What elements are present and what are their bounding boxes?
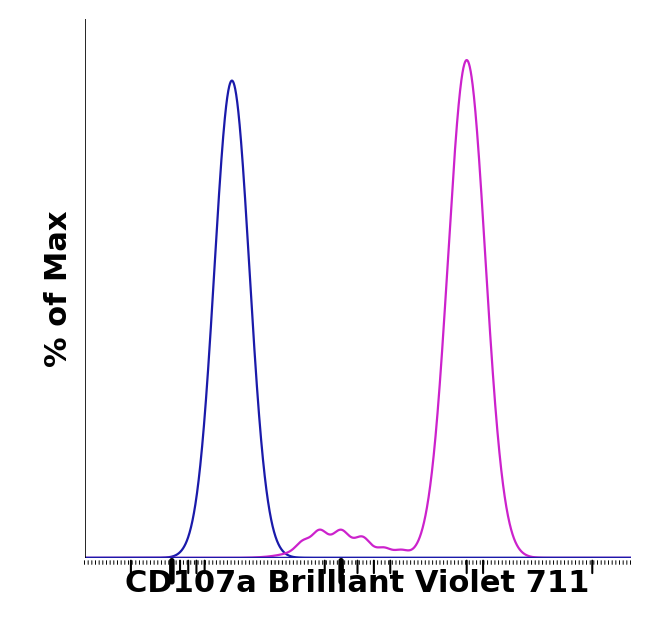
Y-axis label: % of Max: % of Max xyxy=(44,210,73,366)
X-axis label: CD107a Brilliant Violet 711: CD107a Brilliant Violet 711 xyxy=(125,569,590,598)
